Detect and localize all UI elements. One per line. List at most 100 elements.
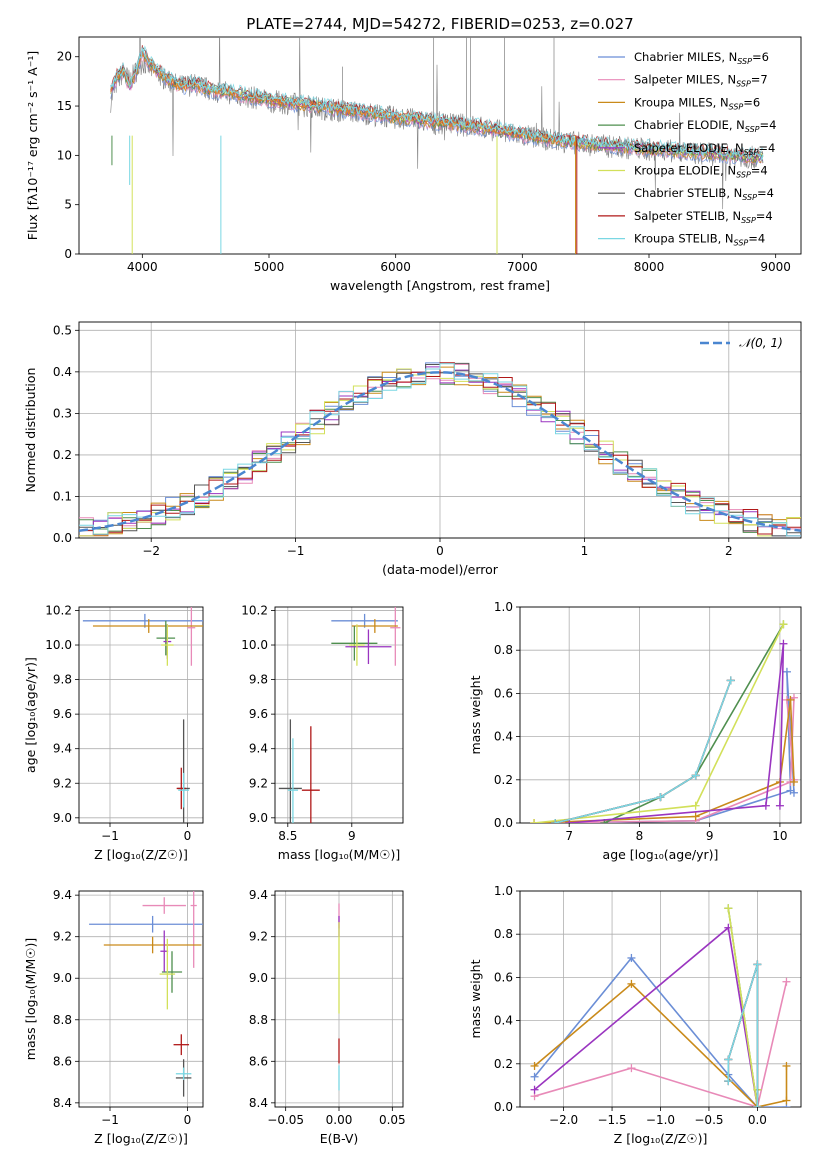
x-tick-label: 5000	[254, 260, 285, 274]
y-tick-label: 10.0	[45, 638, 72, 652]
x-tick-label: −1.5	[597, 1113, 626, 1127]
legend-label: Chabrier STELIB, NSSP=4	[634, 186, 774, 202]
model-spectrum-line	[110, 47, 764, 161]
x-axis-label: E(B-V)	[320, 1131, 359, 1146]
x-tick-label: −1	[101, 1113, 119, 1127]
normal-distribution-curve	[79, 371, 801, 532]
y-axis-label: age [log₁₀(age/yr)]	[23, 657, 38, 773]
x-tick-label: 8000	[634, 260, 665, 274]
legend-label-tail: =7	[751, 73, 768, 87]
legend-label-main: Kroupa STELIB, N	[634, 232, 734, 246]
legend-label: Chabrier MILES, NSSP=6	[634, 50, 769, 66]
x-tick-label: 2	[725, 544, 733, 558]
residuals-plot-area	[79, 362, 801, 537]
y-tick-label: 0.6	[494, 970, 513, 984]
age-mass-plot-area	[278, 607, 401, 823]
y-tick-label: 8.8	[249, 1013, 268, 1027]
axes-frame	[78, 890, 204, 1108]
y-tick-label: 10.2	[241, 603, 268, 617]
model-spectrum-line	[110, 55, 764, 165]
figure-title: PLATE=2744, MJD=54272, FIBERID=0253, z=0…	[246, 15, 633, 33]
y-tick-label: 9.0	[53, 971, 72, 985]
legend-label-tail: =4	[751, 164, 768, 178]
residuals-panel: −2 −1 0 1 2 0.0 0.1 0.2 0.3 0.4 0.5 (data-model)/er…	[23, 321, 802, 577]
x-tick-label: 4000	[127, 260, 158, 274]
x-tick-label: 0	[184, 1113, 192, 1127]
y-tick-label: 1.0	[494, 600, 513, 614]
x-tick-label: 6000	[380, 260, 411, 274]
y-tick-label: 0.0	[53, 531, 72, 545]
x-tick-label: 10	[772, 829, 787, 843]
spectrum-plot-area	[110, 37, 764, 254]
x-tick-label: −2.0	[549, 1113, 578, 1127]
y-tick-label: 10	[57, 148, 72, 162]
legend-label-subscript: SSP	[736, 80, 751, 89]
y-tick-label: 0.8	[494, 927, 513, 941]
spectrum-panel: 4000 5000 6000 7000 8000 9000 0 5 10 15 20 waveleng…	[25, 36, 802, 293]
x-tick-label: 0	[184, 829, 192, 843]
y-tick-label: 9.2	[53, 930, 72, 944]
y-tick-label: 9.0	[249, 811, 268, 825]
legend-label-subscript: SSP	[737, 57, 752, 66]
y-tick-label: 0.1	[53, 489, 72, 503]
y-tick-label: 0.4	[494, 1014, 513, 1028]
y-tick-label: 0.2	[53, 448, 72, 462]
x-axis-label: Z [log₁₀(Z/Z☉)]	[94, 847, 188, 862]
x-axis-label: mass [log₁₀(M/M☉)]	[278, 847, 400, 862]
legend-label-tail: =6	[743, 95, 760, 109]
y-tick-label: 9.2	[249, 776, 268, 790]
x-tick-label: −1	[101, 829, 119, 843]
y-tick-label: 9.2	[249, 930, 268, 944]
weight-age-panel: 7 8 9 10 0.0 0.2 0.4 0.6 0.8 1.0 age [log₁₀(age/yr…	[468, 600, 802, 862]
model-spectrum-line	[110, 45, 764, 157]
y-axis-label: mass weight	[468, 675, 483, 754]
y-tick-label: 9.4	[249, 888, 268, 902]
legend-label-main: Salpeter STELIB, N	[634, 209, 741, 223]
y-tick-label: 9.6	[249, 707, 268, 721]
legend-label-main: Kroupa MILES, N	[634, 95, 729, 109]
y-tick-label: 8.4	[53, 1096, 72, 1110]
x-axis-label: (data-model)/error	[382, 562, 499, 577]
weight-age-plot-area	[530, 620, 798, 823]
y-tick-label: 9.8	[249, 673, 268, 687]
x-tick-label: −1.0	[646, 1113, 675, 1127]
legend-label-subscript: SSP	[729, 102, 744, 111]
legend-label-tail: =4	[758, 141, 775, 155]
legend-label-main: Kroupa ELODIE, N	[634, 164, 736, 178]
legend-label: Salpeter ELODIE, NSSP=4	[634, 141, 775, 157]
legend-label-main: Salpeter ELODIE, N	[634, 141, 744, 155]
x-axis-label: Z [log₁₀(Z/Z☉)]	[94, 1131, 188, 1146]
x-axis-label: Z [log₁₀(Z/Z☉)]	[614, 1131, 708, 1146]
model-spectrum-cyan	[110, 46, 764, 162]
y-tick-label: 0.3	[53, 406, 72, 420]
y-tick-label: 9.0	[53, 811, 72, 825]
x-tick-label: 0.05	[379, 1113, 406, 1127]
axes-frame	[78, 36, 802, 255]
x-tick-label: 0.0	[748, 1113, 767, 1127]
y-tick-label: 9.0	[249, 971, 268, 985]
legend-label-subscript: SSP	[741, 216, 756, 225]
histogram-step-line	[79, 362, 801, 536]
y-tick-label: 8.8	[53, 1013, 72, 1027]
x-tick-label: −0.05	[267, 1113, 304, 1127]
y-tick-label: 0.4	[494, 730, 513, 744]
axes-frame	[78, 606, 204, 824]
legend-label: Salpeter STELIB, NSSP=4	[634, 209, 773, 225]
mass-ebv-panel: −0.05 0.00 0.05 8.4 8.6 8.8 9.0 9.2 9.4 E(B-V)	[249, 888, 406, 1146]
y-tick-label: 9.4	[249, 742, 268, 756]
legend-label-subscript: SSP	[742, 193, 757, 202]
age-metallicity-panel: −1 0 9.0 9.2 9.4 9.6 9.8 10.0 10.2 Z [log₁₀(Z/Z☉)…	[23, 603, 204, 862]
histogram-step-line	[79, 363, 801, 537]
x-tick-label: −0.5	[694, 1113, 723, 1127]
x-axis-label: wavelength [Angstrom, rest frame]	[330, 278, 550, 293]
legend-label-main: Chabrier MILES, N	[634, 50, 737, 64]
y-tick-label: 10.0	[241, 638, 268, 652]
legend-label-main: Chabrier STELIB, N	[634, 186, 742, 200]
weight-metallicity-panel: −2.0 −1.5 −1.0 −0.5 0.0 0.0 0.2 0.4 0.6 0.8 1.0 Z […	[468, 884, 802, 1146]
x-tick-label: 9	[706, 829, 714, 843]
legend-label-main: Chabrier ELODIE, N	[634, 118, 745, 132]
x-tick-label: 1	[581, 544, 589, 558]
x-tick-label: 9	[348, 829, 356, 843]
legend-label: 𝒩(0, 1)	[739, 336, 783, 350]
